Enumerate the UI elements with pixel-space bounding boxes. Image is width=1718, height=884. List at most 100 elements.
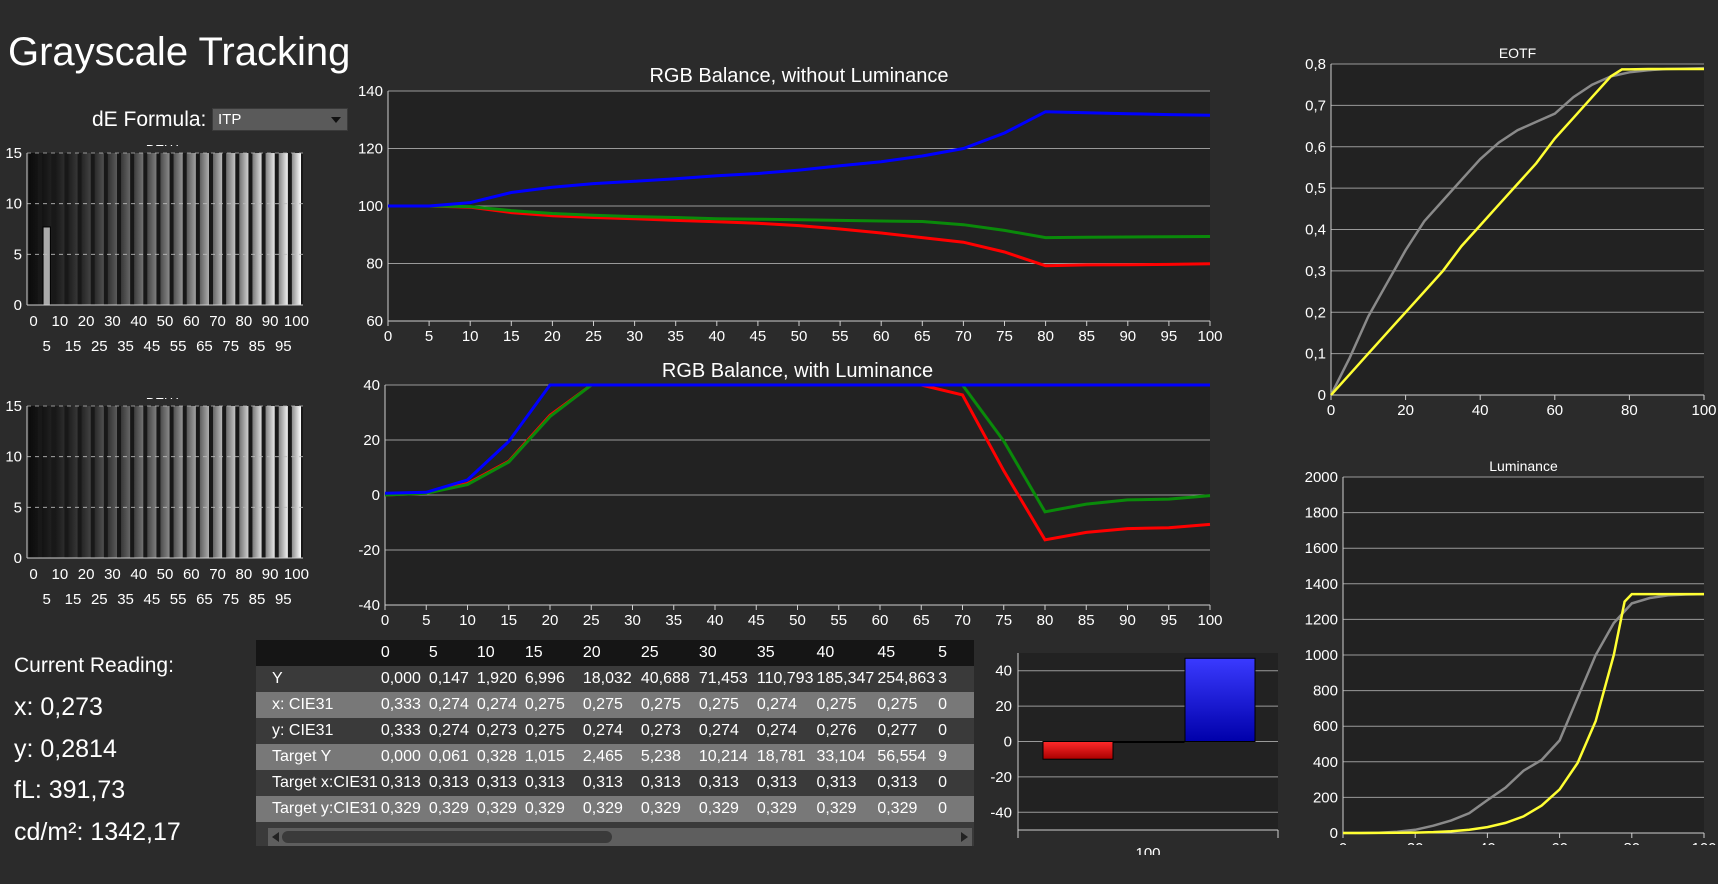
- table-cell: 0,329: [377, 796, 426, 822]
- table-cell: 0,329: [579, 796, 638, 822]
- table-cell: 0,275: [579, 692, 638, 718]
- table-cell: 0,000: [377, 744, 426, 770]
- y-tick-label: 0,1: [1305, 346, 1326, 363]
- x-tick-label: 90: [262, 313, 279, 330]
- gray-patch: [199, 153, 209, 305]
- x-tick-label: 10: [462, 328, 479, 345]
- x-tick-label: 65: [913, 612, 930, 629]
- series-blue-line: [388, 110, 1211, 208]
- x-tick-label: 90: [1119, 328, 1136, 345]
- y-tick-label: 0: [1318, 387, 1326, 404]
- y-tick-label: 0,7: [1305, 97, 1326, 114]
- x-tick-label: 100: [1691, 402, 1716, 419]
- table-row-label: y: CIE31: [256, 718, 378, 744]
- gray-patch: [55, 153, 65, 305]
- x-tick-label: 60: [872, 612, 889, 629]
- y-tick-label: 10: [5, 196, 22, 213]
- x-tick-label: 50: [791, 328, 808, 345]
- table-row-label: Target x:CIE31: [256, 770, 378, 796]
- table-cell: 56,554: [874, 744, 936, 770]
- de-formula-select[interactable]: ITP: [212, 108, 348, 131]
- gray-patch: [147, 153, 157, 305]
- table-cell: 0,329: [425, 796, 474, 822]
- table-cell: 0,147: [425, 666, 474, 692]
- table-cell: 0: [935, 770, 974, 796]
- gray-patch: [291, 406, 301, 558]
- gray-patch: [29, 406, 39, 558]
- x-tick-label: 40: [130, 566, 147, 583]
- table-cell: 0,313: [425, 770, 474, 796]
- x-tick-label: 65: [196, 338, 213, 355]
- table-cell: 0,313: [813, 770, 875, 796]
- x-tick-label: 100: [1197, 328, 1222, 345]
- y-tick-label: 0,5: [1305, 180, 1326, 197]
- x-tick-label: 60: [1546, 402, 1563, 419]
- x-tick-label: 70: [954, 612, 971, 629]
- gray-patch: [94, 153, 104, 305]
- x-tick-label: 50: [157, 313, 174, 330]
- table-cell: 0,333: [377, 718, 426, 744]
- gray-patch: [278, 153, 288, 305]
- y-tick-label: 0: [14, 550, 22, 567]
- measurement-table[interactable]: 0 5 10 15 20 25 30 35 40 45 5 Y 0,000 0,147 1,920 6,996…: [256, 640, 974, 846]
- table-row: Target y:CIE31 0,329 0,329 0,329 0,329 0,329 0…: [256, 796, 974, 822]
- scroll-right-icon[interactable]: [961, 832, 968, 842]
- series-red-line: [388, 204, 1211, 268]
- table-cell: 0,313: [521, 770, 580, 796]
- table-cell: 110,793: [753, 666, 814, 692]
- series-gray-line: [1329, 66, 1705, 396]
- table-row: Target x:CIE31 0,313 0,313 0,313 0,313 0,313 0…: [256, 770, 974, 796]
- x-tick-label: 75: [995, 612, 1012, 629]
- y-tick-label: 0,8: [1305, 56, 1326, 73]
- table-cell: 0,333: [377, 692, 426, 718]
- gray-patch: [107, 406, 117, 558]
- deitp-bar: [42, 226, 51, 306]
- table-column-header: 0: [377, 640, 426, 666]
- x-tick-label: 0: [1327, 402, 1335, 419]
- table-cell: 18,032: [579, 666, 638, 692]
- table-cell: 0,275: [521, 692, 580, 718]
- gray-patch: [239, 153, 249, 305]
- table-column-header: 15: [521, 640, 580, 666]
- table-cell: 0,329: [521, 796, 580, 822]
- table-cell: 0,329: [813, 796, 875, 822]
- table-cell: 0,275: [874, 692, 936, 718]
- x-tick-label: 25: [585, 328, 602, 345]
- table-cell: 0,276: [813, 718, 875, 744]
- scroll-left-icon[interactable]: [272, 832, 279, 842]
- table-cell: 0,313: [579, 770, 638, 796]
- table-cell: 0,329: [874, 796, 936, 822]
- x-tick-label: 10: [459, 612, 476, 629]
- x-tick-label: 100: [284, 313, 309, 330]
- x-tick-label: 40: [130, 313, 147, 330]
- y-tick-label: 800: [1313, 683, 1338, 700]
- rgb-balance-without-luminance-chart: 60 80 100 120 140 0 5 10 15 20 25 30 35 40 45 50 55 60 65 7…: [358, 65, 1223, 345]
- x-tick-label: 70: [209, 566, 226, 583]
- gray-patch: [94, 406, 104, 558]
- x-tick-label: 95: [1160, 612, 1177, 629]
- gray-patch: [265, 153, 275, 305]
- rgb-balance-with-luminance-chart: -40 -20 0 20 40 0 5 10 15 20 25 30 35 40 45 50 55 60 65 70 7…: [358, 360, 1222, 629]
- table-row: Y 0,000 0,147 1,920 6,996 18,032 40,688 71,453 1…: [256, 666, 974, 692]
- gray-patch: [68, 153, 78, 305]
- x-tick-label: 50: [157, 566, 174, 583]
- x-tick-label: 40: [1479, 840, 1496, 845]
- x-tick-label: 80: [1037, 612, 1054, 629]
- gray-patch: [291, 153, 301, 305]
- table-cell: 10,214: [695, 744, 754, 770]
- table-cell: 0,275: [637, 692, 696, 718]
- table-horizontal-scrollbar[interactable]: [268, 828, 972, 846]
- x-tick-label: 20: [542, 612, 559, 629]
- table-cell: 0,328: [473, 744, 522, 770]
- x-tick-label: 5: [425, 328, 433, 345]
- gray-patch: [186, 406, 196, 558]
- scroll-thumb[interactable]: [282, 831, 612, 843]
- bar-blue: [1184, 657, 1256, 743]
- y-tick-label: 200: [1313, 789, 1338, 806]
- table-cell: 0,275: [521, 718, 580, 744]
- de-formula-label: dE Formula:: [92, 108, 207, 131]
- x-tick-label: 80: [1623, 840, 1640, 845]
- series-blue-line: [384, 383, 1210, 495]
- table-cell: 18,781: [753, 744, 814, 770]
- table-cell: 1,920: [473, 666, 522, 692]
